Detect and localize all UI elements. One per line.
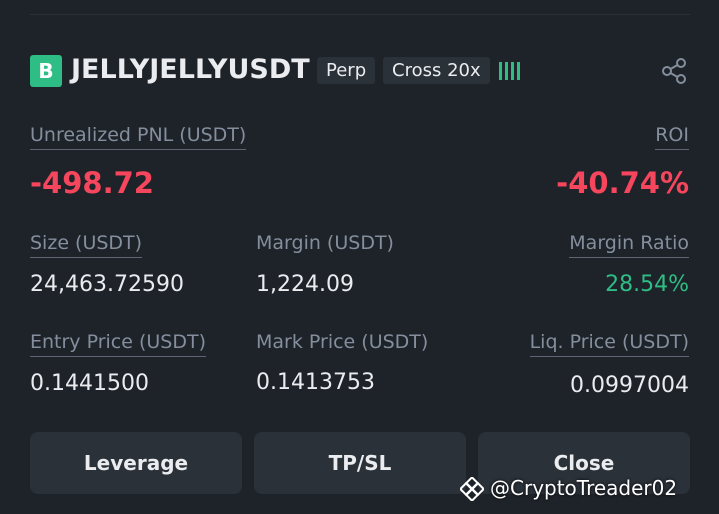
field-value: 28.54% — [605, 272, 689, 297]
field-label: Size (USDT) — [30, 232, 143, 258]
tpsl-button[interactable]: TP/SL — [254, 432, 466, 494]
tag: Perp — [317, 57, 376, 84]
pnl-label: Unrealized PNL (USDT) — [30, 124, 247, 150]
field-label: Entry Price (USDT) — [30, 331, 207, 357]
field-value: 1,224.09 — [256, 272, 354, 297]
share-icon[interactable] — [660, 57, 688, 85]
field-value: 24,463.72590 — [30, 272, 184, 297]
close-button[interactable]: Close — [478, 432, 690, 494]
watermark-icon — [460, 477, 484, 501]
field-label: Margin (USDT) — [256, 232, 394, 254]
roi-value: -40.74% — [556, 166, 689, 200]
field-value: 0.1441500 — [30, 371, 149, 396]
field-label: Mark Price (USDT) — [256, 331, 429, 353]
top-divider — [30, 14, 690, 15]
margin-level-icon — [499, 62, 520, 80]
field-value: 0.0997004 — [570, 373, 689, 398]
badge: B — [30, 55, 62, 87]
pnl-value: -498.72 — [30, 166, 154, 200]
field-value: 0.1413753 — [256, 370, 375, 395]
leverage-button[interactable]: Leverage — [30, 432, 242, 494]
roi-label: ROI — [655, 124, 689, 150]
tag: Cross 20x — [383, 57, 490, 84]
symbol: JELLYJELLYUSDT — [71, 54, 310, 85]
watermark: @CryptoTreader02 — [490, 476, 678, 500]
field-label: Margin Ratio — [569, 232, 689, 258]
field-label: Liq. Price (USDT) — [529, 331, 689, 357]
